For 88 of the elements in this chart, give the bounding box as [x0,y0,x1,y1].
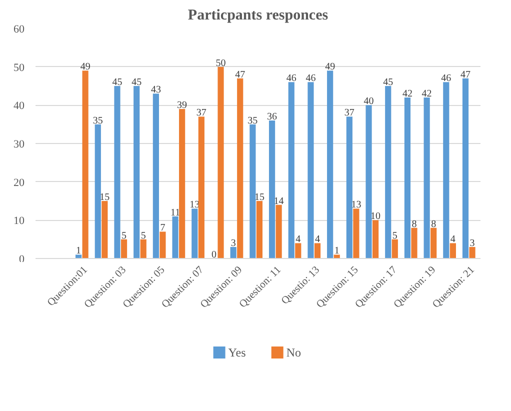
bar [250,124,256,258]
bar [172,216,178,258]
data-label: 10 [370,211,381,222]
bar [334,254,340,258]
y-tick-label: 60 [14,24,25,36]
data-label: 45 [132,77,142,88]
bar [114,86,120,258]
data-label: 39 [177,100,188,111]
y-tick-label: 30 [14,138,25,150]
bar [462,78,469,258]
bar [237,78,244,258]
data-label: 46 [286,73,296,84]
bar [372,220,379,258]
data-label: 43 [150,84,161,96]
data-label: 5 [392,230,398,242]
legend-label: Yes [228,346,246,360]
data-label: 47 [460,69,471,80]
bar [94,124,101,258]
bar [268,120,276,258]
bar [82,70,88,258]
data-label: 42 [422,88,432,100]
bar [120,239,128,258]
data-label: 4 [296,234,301,246]
bar [76,254,82,258]
bar [230,247,236,258]
y-tick-label: 10 [14,215,25,228]
bar [404,98,411,258]
bar [179,109,186,258]
y-tick-label: 40 [14,100,25,112]
data-label: 46 [306,73,316,84]
data-label: 45 [383,77,394,88]
data-label: 35 [248,115,258,126]
data-label: 49 [325,62,336,73]
data-label: 7 [160,222,166,234]
data-label: 37 [196,108,206,119]
bar [385,86,392,258]
bar [314,243,321,258]
data-label: 36 [267,112,278,122]
data-label: 46 [441,73,452,84]
data-label: 42 [402,88,412,100]
data-label: 1 [334,246,340,257]
data-label: 37 [344,108,354,119]
bar [392,239,398,258]
bar [160,232,166,258]
legend-label: No [286,346,302,360]
bar [469,247,476,258]
bar [256,201,262,258]
bar [353,208,360,258]
bar [288,82,294,258]
data-label: 1 [76,246,82,257]
bar [276,204,282,258]
data-label: 35 [92,115,103,126]
bar [346,116,352,258]
bar [102,201,108,258]
bar [152,94,159,258]
bar [198,116,204,258]
bar [308,82,314,258]
bar [450,243,456,258]
chart-title: Particpants responces [188,8,328,24]
data-label: 49 [80,62,90,73]
bar [366,105,372,258]
data-label: 5 [140,230,146,242]
y-tick-label: 20 [14,176,25,189]
bar [424,98,430,258]
bar [295,243,302,258]
bar [411,228,418,258]
bar [218,66,224,258]
data-label: 45 [112,77,122,88]
bar [140,239,146,258]
bar [327,70,334,258]
data-label: 3 [230,238,236,249]
bar [192,208,198,258]
bar [443,82,450,258]
data-label: 15 [254,192,264,203]
data-label: 40 [364,96,374,108]
data-label: 0 [211,250,216,260]
data-label: 47 [235,69,246,80]
data-label: 4 [450,234,456,246]
y-tick-label: 50 [14,62,25,74]
data-label: 5 [122,230,127,242]
data-label: 11 [170,207,180,218]
data-label: 4 [314,234,320,246]
bar [430,228,437,258]
bar [134,86,140,258]
data-label: 50 [216,58,226,69]
data-label: 8 [431,218,436,230]
data-label: 3 [470,238,475,249]
data-label: 8 [412,218,417,230]
